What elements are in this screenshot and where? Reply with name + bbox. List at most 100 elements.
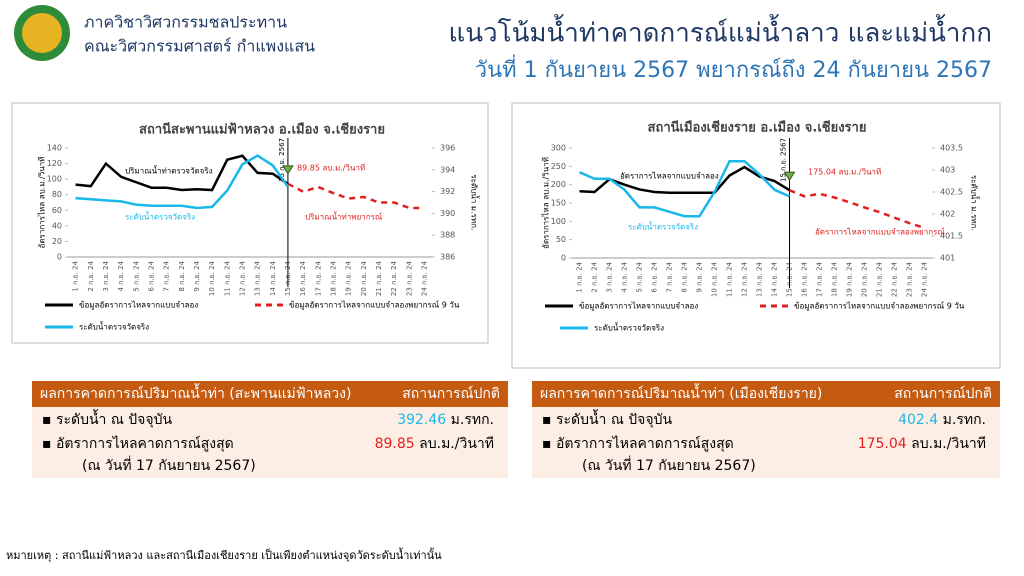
row: ▪ อัตราการไหลคาดการณ์สูงสุด 89.85 ลบ.ม./ว… xyxy=(32,431,508,455)
row-label: ▪ ระดับน้ำ ณ ปัจจุบัน xyxy=(542,412,673,428)
y2-tick-label: 390 xyxy=(440,209,455,218)
annotation: อัตราการไหลจากแบบจำลองพยากรณ์ xyxy=(815,227,945,237)
y2-tick-label: 394 xyxy=(440,165,455,174)
logo-inner xyxy=(22,13,62,53)
x-tick-label: 19 ก.ย. 24 xyxy=(345,260,353,296)
x-tick-label: 13 ก.ย. 24 xyxy=(756,261,764,297)
x-tick-label: 23 ก.ย. 24 xyxy=(906,261,914,297)
x-tick-label: 1 ก.ย. 24 xyxy=(576,261,584,292)
box-status: สถานการณ์ปกติ xyxy=(894,386,992,402)
y-axis-label: อัตราการไหล ลบ.ม./วินาที xyxy=(542,157,551,249)
box-title: ผลการคาดการณ์ปริมาณน้ำท่า (เมืองเชียงราย… xyxy=(540,386,823,402)
y-tick-label: 100 xyxy=(47,175,62,184)
row: ▪ ระดับน้ำ ณ ปัจจุบัน 402.4 ม.รทก. xyxy=(532,407,1000,431)
annotation: อัตราการไหลจากแบบจำลอง xyxy=(620,172,719,181)
label: อัตราการไหลคาดการณ์สูงสุด xyxy=(55,436,234,452)
box: ผลการคาดการณ์ปริมาณน้ำท่า (สะพานแม่ฟ้าหล… xyxy=(32,381,508,478)
row-label: ▪ อัตราการไหลคาดการณ์สูงสุด xyxy=(542,436,734,452)
v: 402.4 xyxy=(898,412,939,428)
legend-label: ระดับน้ำตรวจวัดจริง xyxy=(594,322,664,333)
x-tick-label: 21 ก.ย. 24 xyxy=(375,260,383,296)
x-tick-label: 3 ก.ย. 24 xyxy=(102,260,110,291)
unit: ลบ.ม./วินาที xyxy=(419,436,494,452)
x-tick-label: 19 ก.ย. 24 xyxy=(846,261,854,297)
x-tick-label: 4 ก.ย. 24 xyxy=(117,260,125,291)
bh: ผลการคาดการณ์ปริมาณน้ำท่า (สะพานแม่ฟ้าหล… xyxy=(32,381,508,407)
unit: ม.รทก. xyxy=(450,412,494,428)
series-line xyxy=(75,154,289,192)
y-tick-label: 300 xyxy=(551,144,566,153)
x-tick-label: 16 ก.ย. 24 xyxy=(299,260,307,296)
peak-marker xyxy=(282,165,294,175)
y2-tick-label: 401 xyxy=(940,254,955,263)
unit: ม.รทก. xyxy=(942,412,986,428)
y-tick-label: 60 xyxy=(52,206,62,215)
series-line xyxy=(578,159,791,218)
y2-tick-label: 396 xyxy=(440,144,455,153)
x-tick-label: 5 ก.ย. 24 xyxy=(132,260,140,291)
faculty: คณะวิศวกรรมศาสตร์ กำแพงแสน xyxy=(84,37,315,56)
x-tick-label: 14 ก.ย. 24 xyxy=(269,260,277,296)
x-tick-label: 10 ก.ย. 24 xyxy=(208,260,216,296)
box-date: (ณ วันที่ 17 กันยายน 2567) xyxy=(82,458,256,474)
x-tick-label: 18 ก.ย. 24 xyxy=(831,261,839,297)
r: 175.04 xyxy=(857,436,907,452)
y-tick-label: 100 xyxy=(551,217,566,226)
box: ผลการคาดการณ์ปริมาณน้ำท่า (เมืองเชียงราย… xyxy=(532,381,1000,478)
row-value: 175.04 ลบ.ม./วินาที xyxy=(858,433,986,455)
x-tick-label: 10 ก.ย. 24 xyxy=(711,261,719,297)
x-tick-label: 8 ก.ย. 24 xyxy=(178,260,186,291)
y2-tick-label: 403.5 xyxy=(940,144,963,153)
note: หมายเหตุ : สถานีแม่ฟ้าหลวง และสถานีเมือง… xyxy=(6,547,442,562)
y-tick-label: 0 xyxy=(57,253,62,262)
x-tick-label: 22 ก.ย. 24 xyxy=(390,260,398,296)
v: 392.46 xyxy=(397,412,447,428)
x-tick-label: 17 ก.ย. 24 xyxy=(314,260,322,296)
y2-tick-label: 386 xyxy=(440,253,455,262)
chart-title: สถานีเมืองเชียงราย อ.เมือง จ.เชียงราย xyxy=(648,120,867,136)
x-tick-label: 20 ก.ย. 24 xyxy=(861,261,869,297)
x-tick-label: 3 ก.ย. 24 xyxy=(606,261,614,292)
box-date: (ณ วันที่ 17 กันยายน 2567) xyxy=(582,458,756,474)
box-title: ผลการคาดการณ์ปริมาณน้ำท่า (สะพานแม่ฟ้าหล… xyxy=(40,386,352,402)
box-status: สถานการณ์ปกติ xyxy=(402,386,500,402)
y-tick-label: 20 xyxy=(52,237,62,246)
y-tick-label: 140 xyxy=(47,144,62,153)
title: แนวโน้มน้ำท่าคาดการณ์แม่น้ำลาว และแม่น้ำ… xyxy=(449,14,993,49)
y2-tick-label: 392 xyxy=(440,187,455,196)
series-line xyxy=(75,154,289,210)
subtitle: วันที่ 1 กันยายน 2567 พยากรณ์ถึง 24 กันย… xyxy=(475,54,992,83)
bh: ผลการคาดการณ์ปริมาณน้ำท่า (เมืองเชียงราย… xyxy=(532,381,1000,407)
row-value: 392.46 ม.รทก. xyxy=(397,409,494,431)
x-tick-label: 18 ก.ย. 24 xyxy=(329,260,337,296)
x-tick-label: 2 ก.ย. 24 xyxy=(591,261,599,292)
annotation: 175.04 ลบ.ม./วินาที xyxy=(808,168,881,177)
annotation: ระดับน้ำตรวจวัดจริง xyxy=(628,221,698,232)
legend-label: ข้อมูลอัตราการไหลจากแบบจำลอง xyxy=(79,301,198,311)
annotation: 89.85 ลบ.ม./วินาที xyxy=(297,164,365,173)
row-label: ▪ อัตราการไหลคาดการณ์สูงสุด xyxy=(42,436,234,452)
y2-tick-label: 401.5 xyxy=(940,232,963,241)
chart-panel xyxy=(511,102,1001,369)
y2-tick-label: 402 xyxy=(940,210,955,219)
x-tick-label: 12 ก.ย. 24 xyxy=(741,261,749,297)
x-tick-label: 22 ก.ย. 24 xyxy=(891,261,899,297)
label: ระดับน้ำ ณ ปัจจุบัน xyxy=(555,412,673,428)
x-tick-label: 7 ก.ย. 24 xyxy=(163,260,171,291)
legend-label: ข้อมูลอัตราการไหลจากแบบจำลองพยากรณ์ 9 วั… xyxy=(794,301,965,312)
y-tick-label: 40 xyxy=(52,221,62,230)
label: ระดับน้ำ ณ ปัจจุบัน xyxy=(55,412,173,428)
x-tick-label: 9 ก.ย. 24 xyxy=(193,260,201,291)
annotation: ระดับน้ำตรวจวัดจริง xyxy=(125,211,195,222)
x-tick-label: 5 ก.ย. 24 xyxy=(636,261,644,292)
chart-panel xyxy=(11,102,489,344)
dept: ภาควิชาวิศวกรรมชลประทาน xyxy=(84,13,287,32)
annotation: ปริมาณน้ำท่าตรวจวัดจริง xyxy=(125,165,213,176)
row: ▪ ระดับน้ำ ณ ปัจจุบัน 392.46 ม.รทก. xyxy=(32,407,508,431)
forecast-start-label: 15 ก.ย. 2567 xyxy=(278,138,286,182)
x-tick-label: 13 ก.ย. 24 xyxy=(254,260,262,296)
x-tick-label: 1 ก.ย. 24 xyxy=(72,260,80,291)
unit: ลบ.ม./วินาที xyxy=(911,436,986,452)
